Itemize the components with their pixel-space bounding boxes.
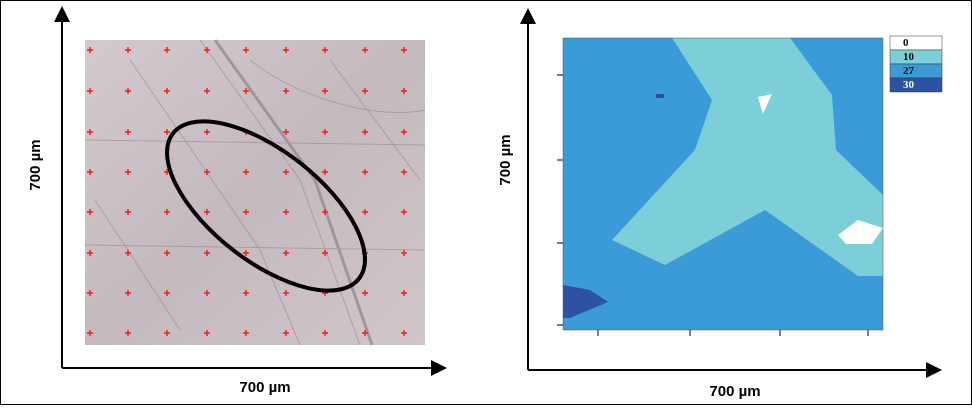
map-region [656,94,664,98]
figure: 700 µm 700 µm 0 10 27 30 700 µm 700 µm [0,0,972,405]
legend-swatch [890,50,942,64]
legend-label: 27 [903,65,915,77]
y-axis-label: 700 µm [27,139,44,190]
x-axis-label: 700 µm [239,379,290,396]
legend-swatch [890,36,942,50]
legend: 0 10 27 30 [890,36,942,92]
legend-label: 0 [903,37,909,49]
legend-label: 10 [903,51,915,63]
micrograph [85,40,425,345]
x-axis-label: 700 µm [709,383,760,400]
left-panel: 700 µm 700 µm [27,8,445,396]
y-axis-label: 700 µm [497,134,514,185]
legend-swatch [890,64,942,78]
legend-label: 30 [903,79,915,91]
legend-swatch [890,78,942,92]
